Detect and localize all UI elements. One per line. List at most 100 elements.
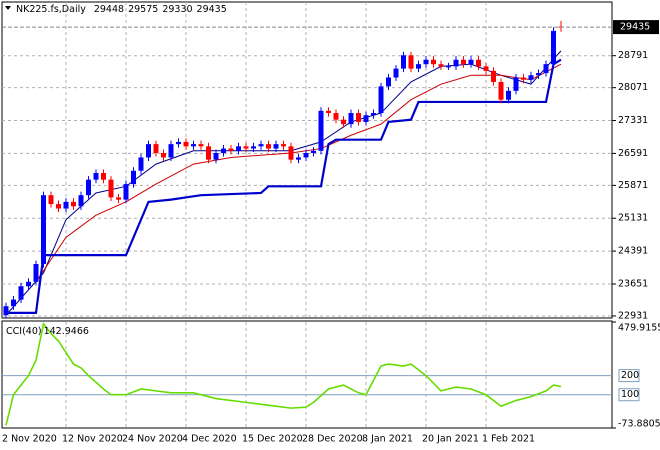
candle-body: [476, 59, 481, 67]
candle-body: [71, 201, 76, 207]
header-high: 29575: [128, 4, 158, 15]
candle-body: [333, 113, 339, 120]
candle-body: [551, 30, 556, 65]
candle-body: [371, 113, 376, 116]
marks: [2, 20, 612, 426]
header-arrow: [5, 6, 11, 10]
candle-body: [521, 77, 526, 80]
candle-body: [356, 113, 361, 122]
last-price-label: 29435: [620, 22, 650, 33]
candle-body: [363, 115, 369, 122]
candle-body: [386, 77, 391, 87]
x-tick-label: 15 Dec 2020: [242, 434, 303, 445]
y-tick-label: 22931: [618, 310, 648, 321]
header-low: 29330: [162, 4, 192, 15]
labels: 2 Nov 2020 12 Nov 2020 24 Nov 2020 4 Dec 20…: [2, 20, 660, 445]
candle-body: [266, 144, 271, 149]
cci-last-value: 142.9466: [44, 326, 89, 337]
level-box: [618, 369, 640, 383]
candle-body: [108, 179, 114, 198]
indicator-line: [6, 58, 562, 314]
y-tick-label: 26591: [618, 148, 648, 159]
candle-body: [146, 144, 151, 158]
candle-body: [461, 59, 466, 65]
candle-body: [41, 195, 46, 265]
header-open: 29448: [94, 4, 124, 15]
candle-body: [213, 153, 219, 160]
candle-body: [56, 204, 61, 209]
candle-body: [416, 64, 421, 69]
header-close: 29435: [197, 4, 227, 15]
y-tick-label: 27331: [618, 115, 648, 126]
candle-body: [468, 59, 474, 65]
y-tick-label: 28791: [618, 50, 648, 61]
x-tick-label: 8 Jan 2021: [362, 434, 413, 445]
candle-body: [348, 113, 354, 125]
candle-body: [243, 146, 249, 149]
candle-body: [11, 299, 16, 307]
candle-body: [393, 68, 399, 78]
candle-body: [116, 197, 121, 200]
candle-body: [513, 77, 519, 91]
candle-body: [431, 59, 436, 65]
candle-body: [221, 148, 226, 154]
candle-body: [18, 286, 24, 300]
candle-body: [138, 157, 144, 171]
candle-body: [311, 150, 316, 154]
candle-body: [446, 66, 451, 68]
x-tick-label: 28 Dec 2020: [302, 434, 363, 445]
candle-body: [93, 172, 99, 180]
y-tick-label: 479.9155: [618, 323, 660, 334]
candle-body: [123, 184, 129, 200]
level-label: 100: [621, 389, 639, 400]
candle-body: [168, 144, 174, 158]
candle-body: [491, 70, 496, 82]
candle-body: [236, 146, 241, 151]
y-tick-label: 23651: [618, 278, 648, 289]
candle-body: [543, 64, 549, 74]
candle-body: [423, 59, 429, 65]
candle-body: [303, 153, 309, 158]
candle-body: [296, 157, 301, 160]
candle-body: [191, 144, 196, 147]
candle-body: [198, 144, 204, 147]
candle-body: [251, 146, 256, 149]
grid: [2, 2, 612, 428]
level-label: 200: [621, 370, 639, 381]
candle-body: [528, 75, 534, 80]
y-tick-label: 28071: [618, 82, 648, 93]
x-tick-label: 20 Jan 2021: [422, 434, 479, 445]
candle-body: [498, 81, 504, 100]
candle-body: [228, 148, 234, 151]
candle-body: [3, 306, 9, 316]
candle-body: [258, 144, 264, 147]
x-tick-label: 24 Nov 2020: [122, 434, 183, 445]
candle-body: [453, 59, 459, 67]
candle-body: [153, 144, 159, 154]
candle-body: [378, 86, 384, 114]
candle-body: [161, 153, 166, 158]
candle-body: [33, 264, 39, 282]
candle-body: [536, 73, 541, 76]
candle-body: [206, 146, 211, 160]
candle-body: [273, 144, 279, 149]
candle-body: [63, 201, 69, 209]
candle-body: [86, 179, 91, 196]
cci-title: CCI(40) 142.9466: [6, 326, 89, 337]
candle-body: [101, 172, 106, 180]
candle-body: [318, 110, 324, 151]
candle-body: [78, 195, 84, 207]
candle-body: [326, 110, 331, 114]
y-tick-label: -73.8805: [618, 419, 660, 430]
candle-body: [48, 195, 54, 205]
symbol-title: NK225.fs,Daily: [16, 4, 86, 15]
candle-body: [438, 64, 444, 67]
last-price-box: [613, 20, 659, 35]
candle-body: [281, 144, 286, 147]
candle-body: [26, 281, 31, 287]
x-tick-label: 1 Feb 2021: [482, 434, 535, 445]
cci-name: CCI(40): [6, 326, 42, 337]
header: NK225.fs,Daily 29448 29575 29330 29435: [16, 4, 227, 15]
candle-body: [401, 55, 406, 69]
